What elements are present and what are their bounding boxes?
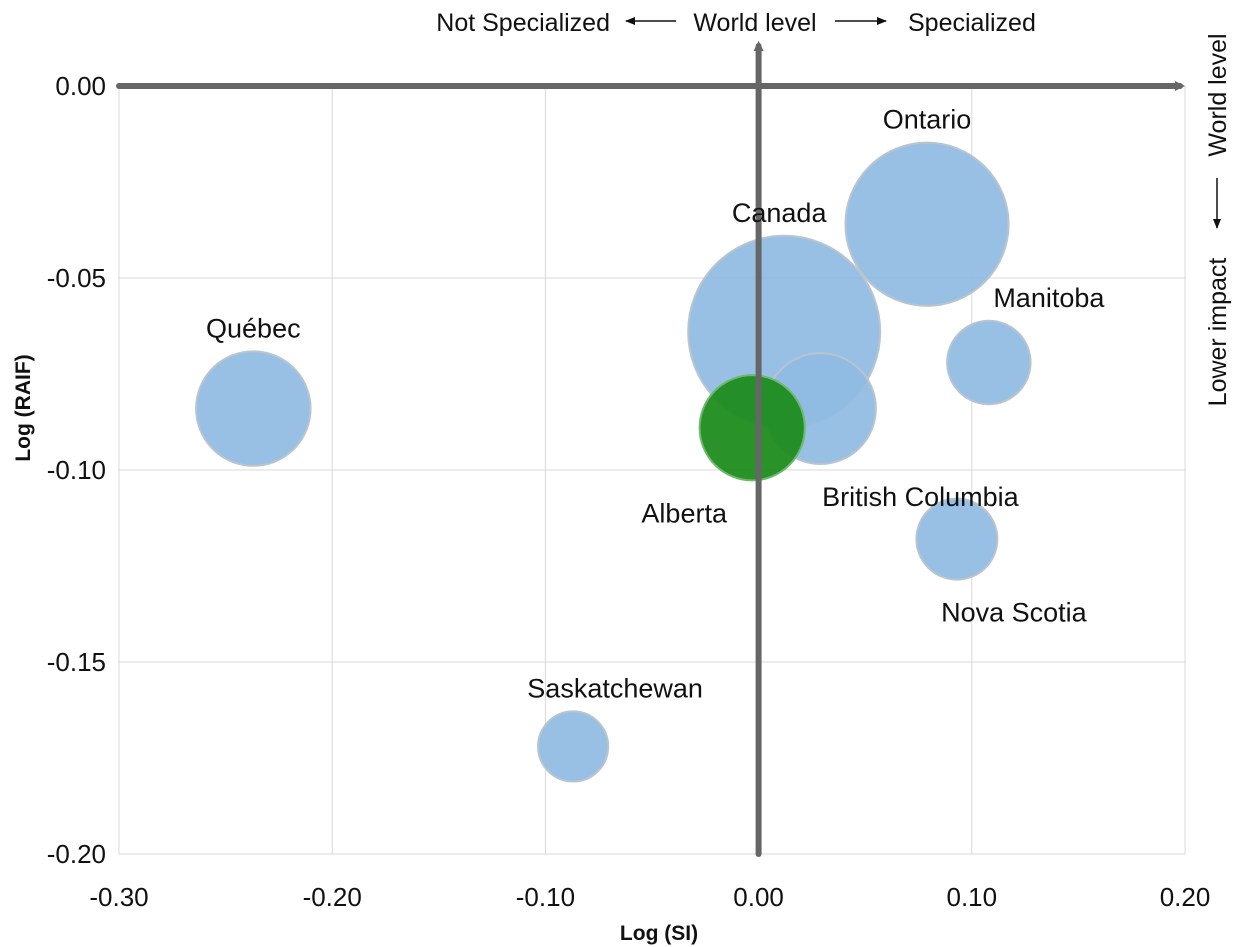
annotation-lower-impact: Lower impact — [1204, 258, 1232, 407]
label-british-columbia: British Columbia — [822, 482, 1020, 512]
y-tick-label-0: 0.00 — [55, 71, 106, 101]
x-tick-label-0: -0.30 — [89, 882, 148, 912]
y-tick-label-3: -0.15 — [47, 647, 106, 677]
x-tick-label-4: 0.10 — [946, 882, 997, 912]
bubble-ontario — [844, 141, 1010, 307]
bubble-alberta — [698, 374, 806, 482]
bubble-saskatchewan — [537, 710, 610, 783]
label-saskatchewan: Saskatchewan — [527, 673, 703, 703]
x-tick-label-5: 0.20 — [1160, 882, 1211, 912]
bubble-qu-bec — [195, 350, 312, 467]
bubble-labels: Canada Ontario Québec British Columbia Alber… — [206, 105, 1105, 704]
label-ontario: Ontario — [883, 105, 972, 135]
annotation-world-level-top: World level — [693, 9, 816, 37]
grid-lines — [118, 85, 1186, 855]
x-tick-label-2: -0.10 — [516, 882, 575, 912]
bubble-manitoba — [946, 319, 1032, 406]
label-alberta: Alberta — [641, 498, 728, 528]
x-tick-label-3: 0.00 — [733, 882, 784, 912]
y-tick-label-1: -0.05 — [47, 263, 106, 293]
x-axis-title: Log (SI) — [620, 922, 698, 945]
quadrant-axes — [116, 41, 1185, 857]
bubbles-layer — [195, 141, 1032, 783]
annotation-specialized: Specialized — [908, 9, 1036, 37]
label-canada: Canada — [732, 198, 828, 228]
label-nova-scotia: Nova Scotia — [941, 598, 1088, 628]
x-tick-label-1: -0.20 — [303, 882, 362, 912]
y-tick-label-4: -0.20 — [47, 839, 106, 869]
tick-labels: -0.30 -0.20 -0.10 0.00 0.10 0.20 0.00 -0.05 -0.1… — [47, 71, 1211, 912]
annotation-not-specialized: Not Specialized — [436, 9, 610, 37]
annotation-world-level-right: World level — [1204, 33, 1232, 156]
y-tick-label-2: -0.10 — [47, 455, 106, 485]
label-qu-bec: Québec — [206, 313, 301, 343]
bubble-nova-scotia — [915, 497, 999, 581]
y-axis-title: Log (RAIF) — [12, 354, 35, 461]
label-manitoba: Manitoba — [993, 283, 1105, 313]
